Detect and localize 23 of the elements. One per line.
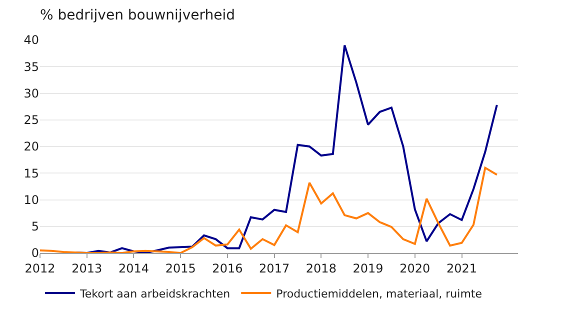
x-tick-label: 2021	[446, 261, 478, 276]
y-tick-label: 25	[24, 113, 39, 128]
legend-label: Productiemiddelen, materiaal, ruimte	[276, 287, 482, 300]
x-tick-label: 2019	[352, 261, 384, 276]
x-tick-label: 2014	[118, 261, 150, 276]
legend-label: Tekort aan arbeidskrachten	[79, 287, 230, 300]
x-tick-label: 2017	[259, 261, 290, 276]
y-tick-label: 30	[24, 86, 39, 100]
y-tick-label: 10	[24, 192, 39, 207]
y-tick-label: 40	[24, 33, 39, 48]
x-tick-label: 2018	[306, 261, 336, 276]
chart-title: % bedrijven bouwnijverheid	[40, 7, 235, 24]
x-tick-label: 2013	[72, 261, 102, 276]
y-tick-label: 0	[31, 246, 39, 260]
x-tick-label: 2020	[400, 261, 430, 276]
x-tick-label: 2016	[212, 261, 243, 276]
y-tick-label: 5	[31, 220, 39, 234]
line-series	[40, 166, 498, 253]
y-tick-label: 15	[24, 166, 39, 180]
y-tick-label: 35	[24, 60, 39, 74]
x-tick-label: 2012	[24, 261, 56, 276]
y-tick-label: 20	[24, 140, 39, 154]
x-tick-label: 2015	[165, 261, 196, 276]
